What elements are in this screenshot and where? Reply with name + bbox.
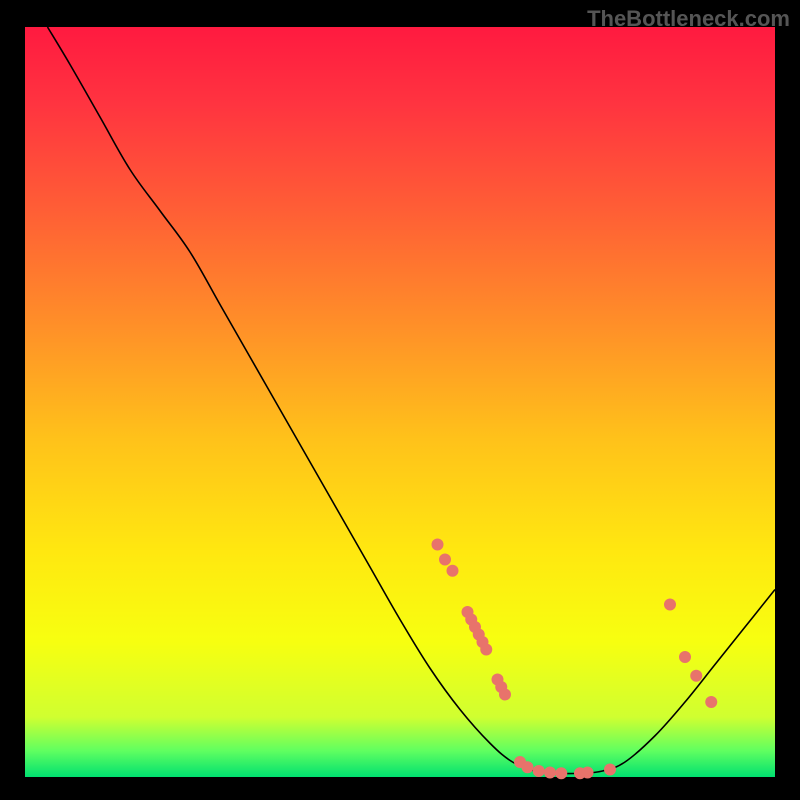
plot-background [25,27,775,777]
data-marker [439,554,451,566]
data-marker [690,670,702,682]
data-marker [679,651,691,663]
data-marker [522,761,534,773]
data-marker [604,764,616,776]
data-marker [544,767,556,779]
data-marker [533,765,545,777]
data-marker [582,767,594,779]
data-marker [499,689,511,701]
data-marker [555,767,567,779]
data-marker [480,644,492,656]
data-marker [664,599,676,611]
data-marker [447,565,459,577]
chart-container: TheBottleneck.com [0,0,800,800]
data-marker [705,696,717,708]
data-marker [432,539,444,551]
watermark-text: TheBottleneck.com [587,6,790,32]
bottleneck-chart [0,0,800,800]
